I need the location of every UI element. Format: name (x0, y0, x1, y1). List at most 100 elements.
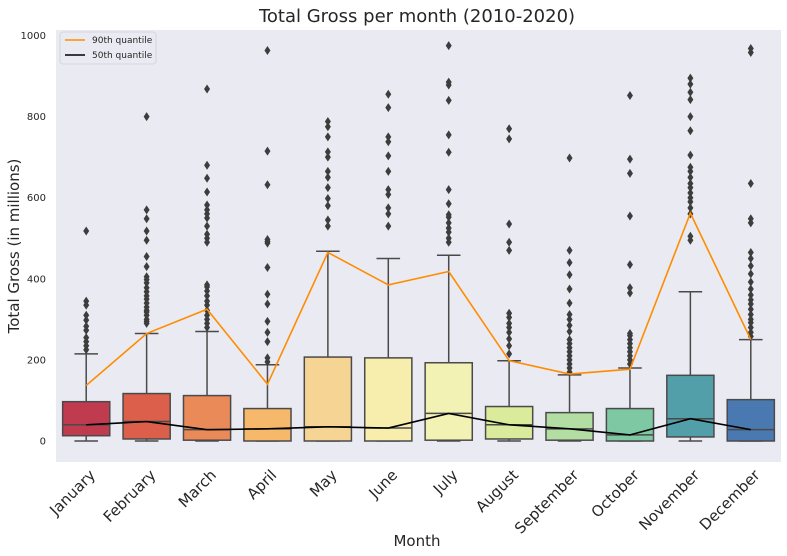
box-iqr (243, 407, 292, 442)
x-axis: January February March April May June July Augu… (45, 466, 764, 538)
y-tick-label: 0 (40, 437, 46, 448)
outlier-point (687, 87, 694, 97)
outlier-point (324, 132, 331, 142)
outlier-point (264, 289, 271, 299)
x-tick-label: November (635, 466, 703, 534)
box-iqr (545, 411, 594, 441)
outlier-point (506, 341, 513, 351)
outlier-point (626, 154, 633, 164)
outlier-point (506, 349, 513, 359)
outlier-point (687, 231, 694, 241)
outlier-point (204, 200, 211, 210)
outlier-point (385, 209, 392, 219)
y-tick-label: 800 (27, 112, 46, 123)
outlier-point (445, 147, 452, 157)
outlier-point (687, 79, 694, 89)
y-tick-label: 1000 (21, 31, 46, 42)
outlier-point (324, 221, 331, 231)
outlier-point (143, 262, 150, 272)
x-tick-label: August (472, 466, 522, 516)
outlier-point (687, 95, 694, 105)
outlier-point (566, 309, 573, 319)
outlier-point (445, 77, 452, 87)
outlier-point (747, 290, 754, 300)
outlier-point (264, 146, 271, 156)
outlier-point (687, 179, 694, 189)
outlier-point (445, 223, 452, 233)
outlier-point (687, 172, 694, 182)
outlier-point (324, 152, 331, 162)
outlier-point (204, 187, 211, 197)
outlier-point (687, 126, 694, 136)
series-line-50th-quantile (86, 412, 751, 436)
outlier-point (385, 151, 392, 161)
series-line-90th-quantile (85, 211, 752, 387)
outlier-point (385, 203, 392, 213)
box-iqr (182, 394, 232, 441)
outlier-point (204, 291, 211, 301)
outlier-point (747, 284, 754, 294)
outlier-point (204, 221, 211, 231)
outlier-point (445, 95, 452, 105)
outlier-point (264, 337, 271, 347)
outlier-point (143, 112, 150, 122)
x-tick-label: July (429, 466, 462, 499)
outlier-point (566, 284, 573, 294)
outlier-point (626, 329, 633, 339)
outlier-point (385, 166, 392, 176)
outlier-point (385, 103, 392, 113)
outlier-point (204, 296, 211, 306)
outlier-point (506, 327, 513, 337)
y-tick-label: 600 (27, 193, 46, 204)
outlier-point (566, 258, 573, 268)
outlier-point (747, 322, 754, 332)
outlier-point (747, 43, 754, 53)
box-iqr (424, 361, 474, 441)
outlier-point (264, 299, 271, 309)
outlier-point (143, 226, 150, 236)
outlier-point (506, 245, 513, 255)
legend: 90th quantile 50th quantile (59, 31, 157, 65)
outlier-point (445, 218, 452, 228)
outlier-point (626, 168, 633, 178)
outlier-point (143, 205, 150, 215)
outlier-point (83, 226, 90, 236)
y-axis: 0 200 400 600 800 1000 (21, 31, 46, 448)
outlier-point (385, 137, 392, 147)
box-iqr (303, 356, 353, 442)
outlier-point (566, 314, 573, 324)
outlier-point (747, 327, 754, 337)
outlier-point (445, 185, 452, 195)
box-december (726, 43, 776, 442)
outlier-point (687, 193, 694, 203)
chart-title: Total Gross per month (2010-2020) (258, 6, 575, 27)
outlier-point (506, 334, 513, 344)
x-tick-label: June (365, 466, 402, 503)
outlier-point (204, 310, 211, 320)
outlier-point (566, 245, 573, 255)
outlier-point (143, 214, 150, 224)
outlier-point (324, 183, 331, 193)
outlier-point (204, 160, 211, 170)
x-tick-label: December (696, 466, 764, 534)
outlier-point (264, 180, 271, 190)
legend-label: 90th quantile (92, 36, 153, 46)
outlier-point (445, 199, 452, 209)
box-iqr (61, 400, 111, 437)
outlier-point (687, 150, 694, 160)
outlier-point (385, 185, 392, 195)
outlier-point (264, 316, 271, 326)
box-iqr (605, 407, 655, 442)
outlier-point (204, 205, 211, 215)
box-february (122, 112, 171, 442)
x-tick-label: February (100, 466, 160, 526)
outlier-point (747, 269, 754, 279)
outlier-point (204, 280, 211, 290)
outlier-point (143, 251, 150, 261)
outlier-point (324, 147, 331, 157)
y-axis-label: Total Gross (in millions) (5, 159, 23, 335)
outlier-point (747, 309, 754, 319)
outlier-point (747, 304, 754, 314)
outlier-point (385, 189, 392, 199)
